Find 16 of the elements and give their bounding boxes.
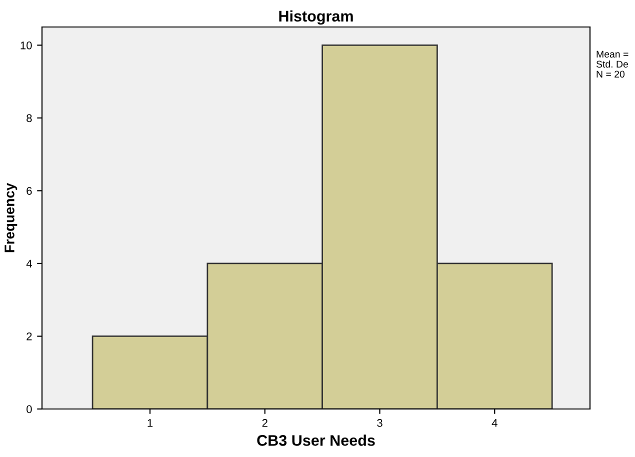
- text: N = 20: [596, 70, 625, 78]
- chart-title: Histogram: [279, 10, 353, 25]
- x-tick-label: 1: [148, 419, 153, 427]
- x-tick-label: 2: [262, 419, 268, 427]
- y-tick-label: 2: [26, 332, 32, 340]
- text: Mean =: [596, 50, 628, 58]
- y-tick-label: 0: [26, 405, 32, 414]
- y-tick-label: 8: [26, 114, 32, 122]
- x-tick-label: 4: [492, 419, 498, 427]
- y-axis-title: Frequency: [4, 182, 18, 252]
- x-tick-label: 3: [377, 419, 382, 427]
- y-tick-label: 10: [20, 41, 32, 50]
- y-tick-label: 6: [26, 186, 32, 195]
- y-tick-label: 4: [26, 260, 32, 268]
- x-axis-title: CB3 User Needs: [257, 434, 375, 446]
- text: Std. De: [596, 60, 628, 68]
